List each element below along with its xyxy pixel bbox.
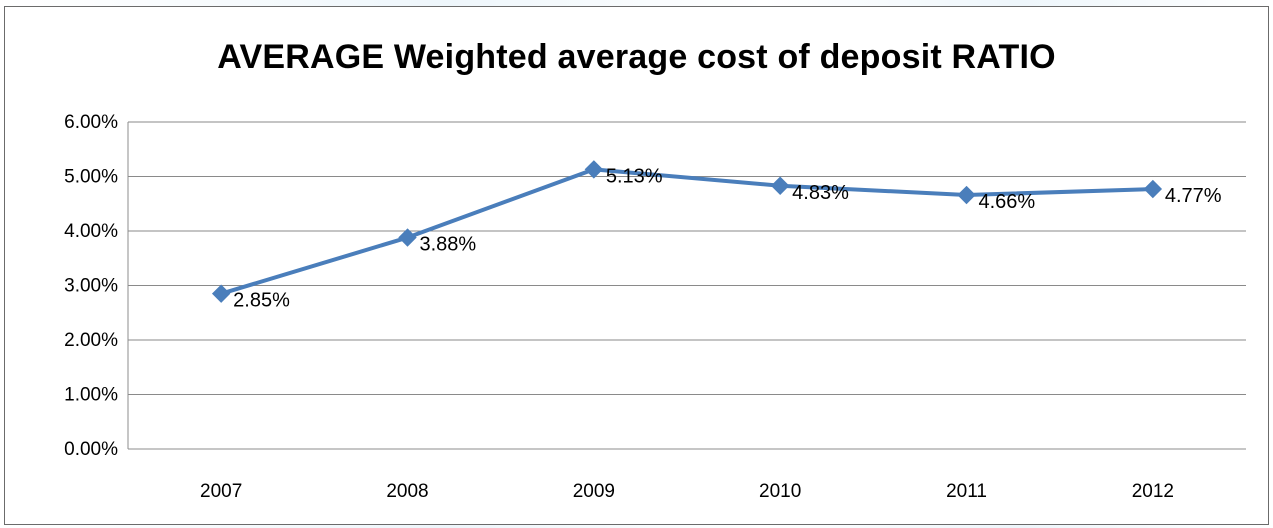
series-line — [219, 167, 1155, 296]
data-point-marker — [957, 185, 976, 205]
data-label: 2.85% — [233, 290, 290, 312]
data-label: 4.77% — [1165, 185, 1222, 207]
data-point-marker — [770, 176, 790, 195]
x-tick-label: 2007 — [200, 481, 242, 502]
data-label: 4.83% — [792, 182, 849, 204]
data-point-marker — [1143, 179, 1163, 199]
x-axis-tick-labels: 2007 2008 2009 2010 2011 2012 — [200, 481, 1174, 502]
gridlines — [127, 121, 1246, 450]
data-point-marker — [398, 228, 417, 247]
data-label: 4.66% — [979, 191, 1036, 213]
data-point-marker — [211, 284, 231, 303]
y-tick-label: 5.00% — [64, 167, 118, 188]
data-label: 5.13% — [606, 165, 663, 187]
y-tick-label: 6.00% — [64, 112, 118, 133]
y-tick-label: 1.00% — [64, 385, 118, 406]
y-tick-label: 2.00% — [64, 330, 118, 351]
y-tick-label: 4.00% — [64, 221, 118, 242]
chart-frame — [4, 6, 1269, 525]
data-point-marker — [584, 160, 604, 179]
x-tick-label: 2008 — [386, 481, 428, 502]
y-tick-label: 3.00% — [64, 276, 118, 297]
x-tick-label: 2010 — [759, 481, 801, 502]
chart-title: AVERAGE Weighted average cost of deposit… — [217, 38, 1056, 76]
x-tick-label: 2011 — [946, 481, 987, 502]
y-axis-tick-labels: 0.00% 1.00% 2.00% 3.00% 4.00% 5.00% 6.00% — [64, 112, 118, 460]
x-tick-label: 2012 — [1132, 481, 1174, 502]
x-tick-label: 2009 — [573, 481, 615, 502]
y-tick-label: 0.00% — [64, 439, 118, 460]
series-group — [211, 160, 1163, 303]
data-labels: 2.85% 3.88% 5.13% 4.83% 4.66% 4.77% — [233, 165, 1222, 311]
data-label: 3.88% — [420, 234, 477, 256]
